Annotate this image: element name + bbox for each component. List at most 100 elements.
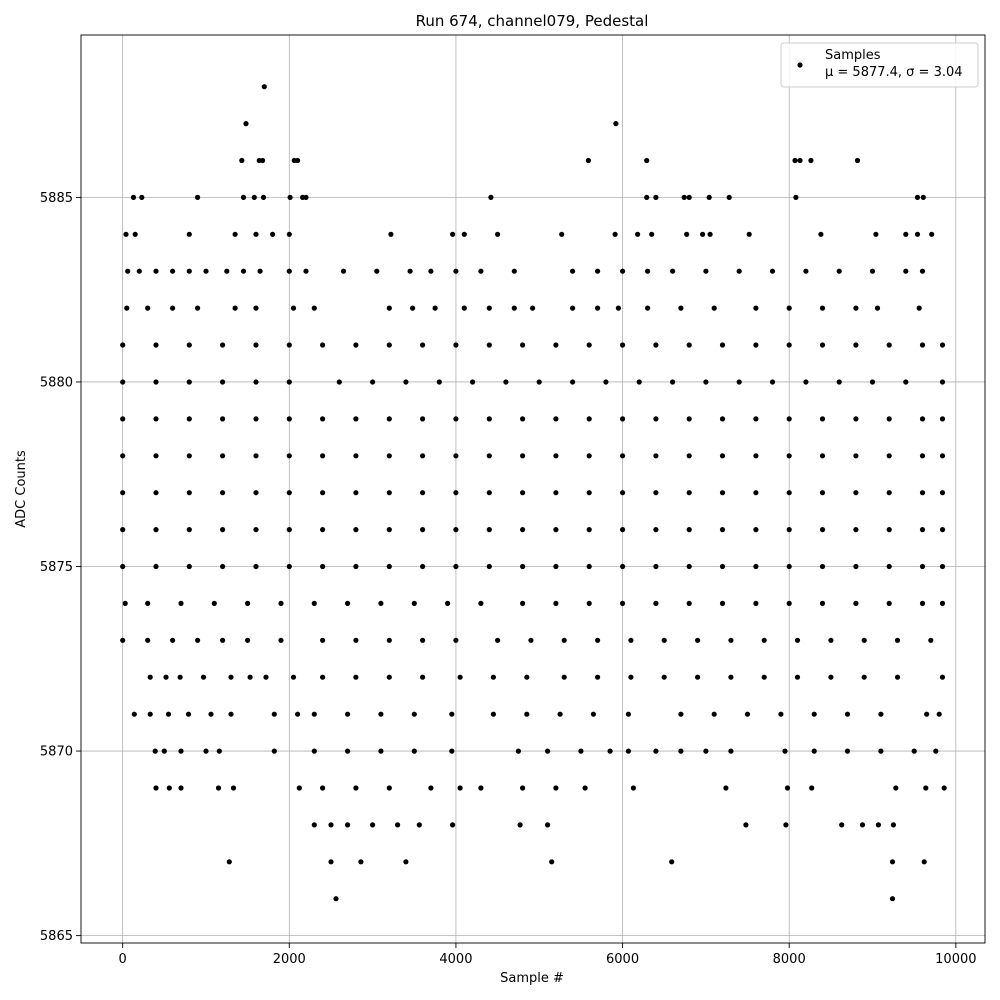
data-point (753, 342, 759, 348)
data-point (861, 674, 867, 680)
data-point (353, 527, 359, 533)
data-point (263, 674, 269, 680)
data-point (853, 527, 859, 533)
data-point (836, 268, 842, 274)
y-tick-label: 5880 (40, 375, 73, 390)
data-point (753, 527, 759, 533)
data-point (486, 342, 492, 348)
data-point (853, 342, 859, 348)
data-point (220, 527, 226, 533)
data-point (620, 268, 626, 274)
data-point (320, 342, 326, 348)
data-point (420, 342, 426, 348)
data-point (686, 527, 692, 533)
data-point (453, 342, 459, 348)
data-point (386, 637, 392, 643)
data-point (403, 379, 409, 385)
data-point (853, 416, 859, 422)
data-point (153, 563, 159, 570)
data-point (520, 785, 526, 791)
data-point (261, 84, 267, 90)
data-point (286, 231, 292, 237)
data-point (886, 563, 892, 570)
plot-area-frame (80, 34, 986, 944)
data-point (247, 674, 253, 680)
data-point (894, 637, 901, 643)
data-point (370, 379, 376, 385)
data-point (186, 527, 192, 533)
data-point (370, 822, 376, 828)
data-point (311, 600, 317, 607)
data-point (919, 490, 926, 496)
data-point (333, 896, 339, 902)
x-axis-label: Sample # (500, 971, 564, 986)
data-point (919, 416, 926, 422)
data-point (703, 379, 709, 385)
data-point (449, 748, 455, 754)
data-point (553, 490, 559, 496)
data-point (636, 379, 642, 385)
data-point (711, 711, 717, 717)
data-point (386, 674, 392, 680)
data-point (753, 490, 759, 496)
data-point (886, 490, 892, 496)
data-point (328, 822, 334, 828)
data-point (353, 490, 359, 496)
data-point (661, 637, 667, 643)
data-point (886, 453, 892, 459)
data-point (545, 748, 551, 754)
data-point (186, 268, 192, 274)
data-point (836, 379, 842, 385)
data-point (203, 268, 209, 274)
data-point (253, 305, 259, 311)
data-point (853, 305, 859, 311)
data-point (686, 453, 692, 459)
data-point (253, 563, 259, 570)
data-point (782, 748, 788, 754)
data-point (345, 711, 351, 717)
data-point (336, 379, 342, 385)
data-point (428, 785, 434, 791)
data-point (251, 194, 257, 200)
data-point (700, 231, 706, 237)
data-point (185, 711, 192, 717)
legend-stats: μ = 5877.4, σ = 3.04 (825, 65, 963, 80)
data-point (903, 231, 909, 237)
data-point (220, 563, 226, 570)
data-point (278, 637, 284, 643)
data-point (228, 711, 234, 717)
data-point (420, 637, 426, 643)
data-point (686, 600, 692, 607)
data-point (854, 157, 861, 164)
data-point (707, 231, 713, 237)
data-point (490, 711, 496, 717)
data-point (889, 859, 896, 865)
data-point (686, 194, 692, 200)
data-point (744, 711, 751, 717)
data-point (595, 637, 601, 643)
data-point (478, 785, 484, 791)
data-point (490, 674, 496, 680)
data-point (120, 416, 126, 422)
data-points (120, 84, 947, 902)
data-point (686, 490, 692, 496)
data-point (253, 231, 259, 237)
data-point (889, 896, 896, 902)
data-point (939, 342, 946, 348)
data-point (719, 490, 726, 496)
data-point (706, 194, 712, 200)
data-point (894, 674, 901, 680)
data-point (844, 711, 851, 717)
data-point (161, 748, 167, 754)
data-point (153, 490, 159, 496)
data-point (165, 711, 172, 717)
x-tick-label: 6000 (606, 952, 639, 967)
data-point (517, 822, 523, 828)
data-point (240, 194, 247, 200)
data-point (453, 637, 459, 643)
data-point (286, 527, 292, 533)
x-tick-label: 0 (119, 952, 127, 967)
data-point (186, 563, 192, 570)
data-point (286, 490, 292, 496)
data-point (703, 268, 709, 274)
